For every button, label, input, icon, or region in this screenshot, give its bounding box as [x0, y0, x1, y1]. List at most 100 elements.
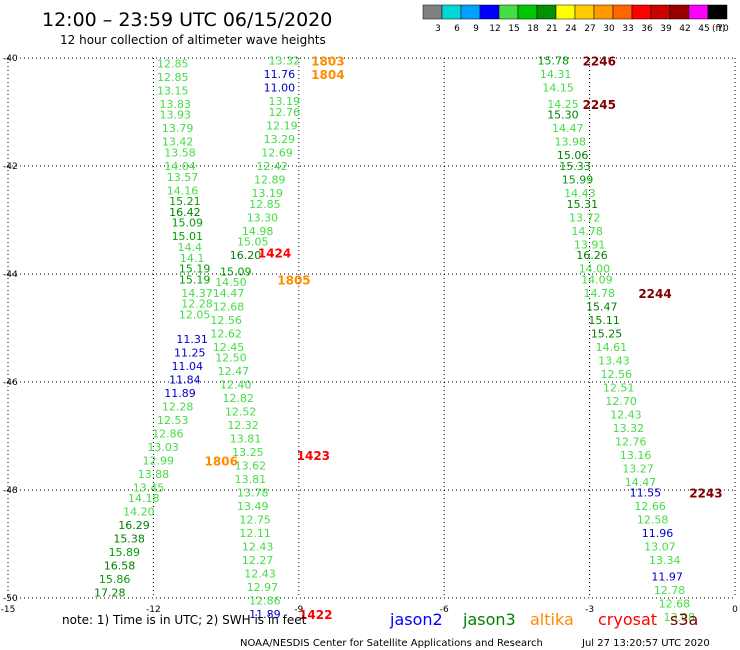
wave-height-point: 12.43	[242, 541, 274, 554]
wave-height-point: 12.42	[256, 160, 288, 173]
color-scale-label: 18	[527, 24, 539, 34]
color-scale-swatch	[555, 4, 576, 20]
wave-height-point: 14.47	[552, 122, 584, 135]
note-text: note: 1) Time is in UTC; 2) SWH is in fe…	[62, 613, 307, 627]
wave-height-point: 15.05	[237, 236, 269, 249]
color-scale-swatch	[460, 4, 481, 20]
wave-height-point: 12.45	[213, 341, 245, 354]
wave-height-point: 14.4	[178, 241, 203, 254]
wave-height-point: 12.75	[239, 514, 271, 527]
wave-height-point: 14.50	[215, 276, 247, 289]
color-scale-label: 70	[717, 24, 729, 34]
wave-height-point: 12.28	[181, 298, 213, 311]
wave-height-point: 12.68	[213, 300, 245, 313]
wave-height-point: 12.82	[222, 392, 254, 405]
wave-height-point: 15.25	[591, 327, 623, 340]
wave-height-point: 11.89	[249, 608, 281, 621]
footer-credit: NOAA/NESDIS Center for Satellite Applica…	[240, 638, 543, 649]
wave-height-point: 13.58	[164, 147, 196, 160]
wave-height-point: 11.96	[642, 527, 674, 540]
color-scale-label: 12	[489, 24, 500, 34]
wave-height-point: 12.50	[215, 352, 247, 365]
wave-height-point: 13.45	[133, 481, 165, 494]
wave-height-point: 12.58	[637, 514, 669, 527]
x-tick-label: 0	[732, 605, 738, 615]
wave-height-point: 12.70	[605, 395, 637, 408]
x-tick-label: -9	[294, 605, 303, 615]
wave-height-point: 12.76	[615, 435, 647, 448]
wave-height-point: 11.31	[176, 333, 208, 346]
x-tick-label: -12	[146, 605, 161, 615]
wave-height-point: 13.32	[613, 422, 645, 435]
wave-height-point: 13.16	[620, 449, 652, 462]
wave-height-point: 12.05	[179, 309, 211, 322]
wave-height-point: 12.56	[601, 368, 633, 381]
wave-height-point: 15.99	[562, 174, 594, 187]
wave-height-point: 16.20	[230, 249, 262, 262]
wave-height-point: 15.11	[588, 314, 620, 327]
chart-subtitle: 12 hour collection of altimeter wave hei…	[60, 33, 326, 47]
wave-height-point: 14.98	[242, 225, 274, 238]
wave-height-point: 15.47	[586, 300, 618, 313]
color-scale-label: 39	[660, 24, 672, 34]
wave-height-point: 15.19	[179, 273, 211, 286]
wave-height-point: 14.1	[180, 252, 205, 265]
wave-height-point: 14.78	[584, 287, 616, 300]
color-scale-swatch	[593, 4, 614, 20]
wave-height-point: 13.78	[237, 487, 269, 500]
color-scale-label: 24	[565, 24, 577, 34]
wave-height-point: 16.26	[576, 249, 608, 262]
y-tick-label: -48	[3, 486, 18, 496]
x-tick-label: -6	[440, 605, 449, 615]
wave-height-point: 15.09	[220, 265, 252, 278]
wave-height-point: 13.15	[157, 84, 189, 97]
color-scale-swatch	[498, 4, 519, 20]
axes: -40 -42 -44 -46 -48 -50-15 -12 -9 -6 -3 0	[1, 54, 738, 615]
wave-height-point: 14.16	[167, 184, 199, 197]
color-scale-swatch	[688, 4, 709, 20]
wave-height-point: 15.19	[179, 263, 211, 276]
wave-height-point: 13.32	[269, 55, 301, 68]
wave-height-point: 14.15	[542, 82, 574, 95]
color-scale-label: 36	[641, 24, 653, 34]
wave-height-point: 12.85	[157, 71, 189, 84]
wave-height-point: 13.43	[598, 354, 630, 367]
x-tick-label: -3	[585, 605, 594, 615]
wave-height-point: 15.86	[99, 573, 131, 586]
color-scale-swatch	[612, 4, 633, 20]
legend-jason2: jason2	[389, 610, 443, 629]
wave-height-point: 13.88	[138, 468, 170, 481]
wave-height-point: 14.18	[128, 492, 160, 505]
wave-height-point: 13.19	[269, 95, 301, 108]
wave-height-point: 16.42	[169, 206, 201, 219]
legend-altika: altika	[530, 610, 574, 629]
y-tick-label: -46	[3, 378, 18, 388]
data-points: 12.8512.8513.1513.8313.9313.7913.4213.58…	[94, 55, 695, 624]
wave-height-point: 12.43	[244, 568, 276, 581]
wave-height-point: 14.00	[579, 263, 611, 276]
wave-height-point: 13.34	[649, 554, 681, 567]
color-scale-label: 30	[603, 24, 615, 34]
wave-height-point: 12.97	[247, 581, 279, 594]
wave-height-point: 13.07	[644, 541, 676, 554]
wave-height-point: 12.62	[210, 327, 242, 340]
pass-time-label: 1804	[311, 68, 344, 82]
wave-height-point: 12.51	[603, 381, 635, 394]
color-scale-label: 6	[454, 24, 460, 34]
wave-height-point: 12.78	[654, 584, 686, 597]
wave-height-point: 11.55	[630, 487, 662, 500]
chart-title: 12:00 – 23:59 UTC 06/15/2020	[42, 9, 332, 31]
legend-s3a: s3a	[670, 610, 698, 629]
y-tick-label: -50	[3, 594, 18, 604]
wave-height-point: 12.32	[227, 419, 259, 432]
color-scale-unit: (ft)	[712, 24, 726, 34]
wave-height-point: 14.47	[625, 476, 657, 489]
wave-height-point: 14.20	[123, 506, 155, 519]
footer-timestamp: Jul 27 13:20:57 UTC 2020	[581, 638, 710, 649]
satellite-legend: jason2 jason3 altika cryosat s3a	[389, 610, 698, 629]
wave-height-point: 15.30	[547, 109, 579, 122]
wave-height-point: 12.86	[249, 595, 281, 608]
wave-height-point: 13.03	[147, 441, 179, 454]
